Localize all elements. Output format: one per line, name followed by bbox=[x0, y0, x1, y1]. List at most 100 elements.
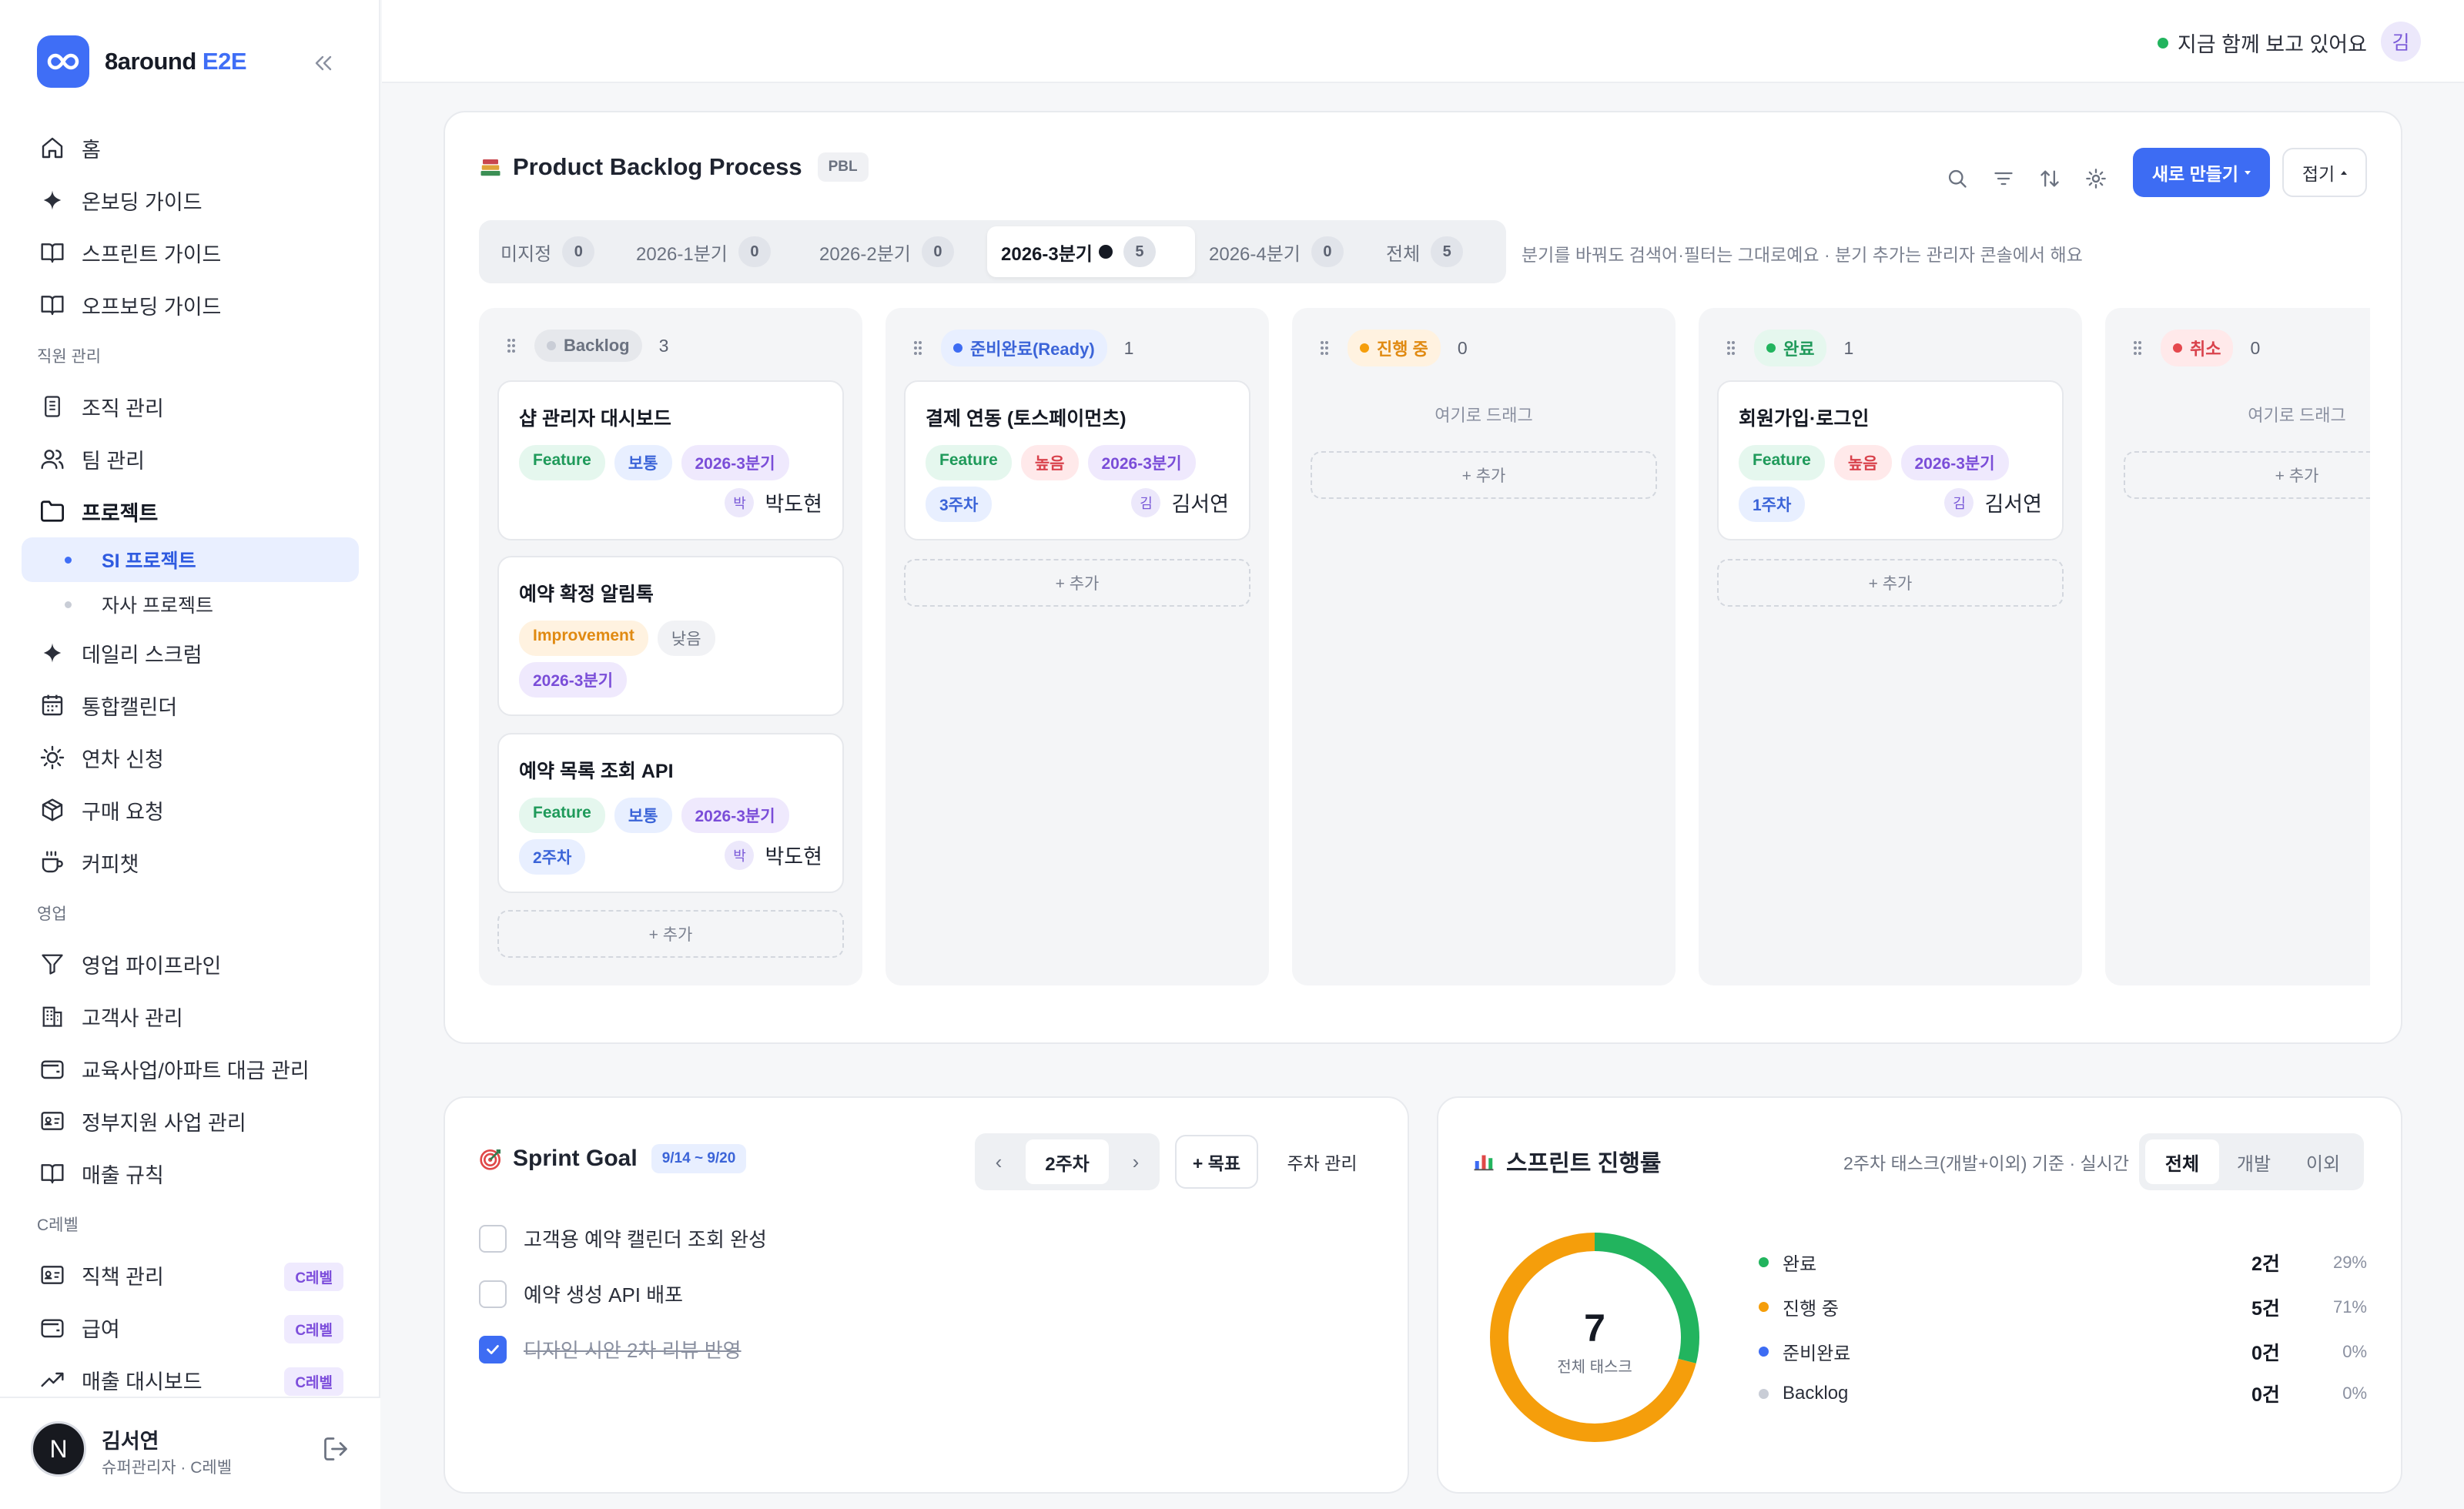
sidebar-item-positions[interactable]: 직책 관리 C레벨 bbox=[0, 1249, 380, 1301]
id-card-icon bbox=[37, 1106, 68, 1136]
sidebar-item-coffee-chat[interactable]: 커피챗 bbox=[0, 836, 380, 888]
sidebar-item-offboarding[interactable]: 오프보딩 가이드 bbox=[0, 279, 380, 331]
sidebar-subitem-si-project[interactable]: SI 프로젝트 bbox=[22, 537, 359, 582]
collapse-sidebar-icon[interactable] bbox=[308, 48, 339, 79]
sidebar-item-daily-scrum[interactable]: 데일리 스크럼 bbox=[0, 627, 380, 679]
status-name: 진행 중 bbox=[1377, 340, 1428, 359]
caret-down-icon bbox=[2245, 170, 2251, 175]
prev-week-button[interactable]: ‹ bbox=[995, 1149, 1003, 1173]
tab-quarter-2026-4[interactable]: 2026-4분기 0 bbox=[1195, 226, 1358, 277]
sidebar-subitem-label: 자사 프로젝트 bbox=[102, 595, 213, 617]
drag-handle-icon[interactable] bbox=[1726, 340, 1736, 356]
new-item-button[interactable]: 새로 만들기 bbox=[2133, 148, 2270, 197]
sidebar-item-salary[interactable]: 급여 C레벨 bbox=[0, 1301, 380, 1353]
package-icon bbox=[37, 795, 68, 825]
card-title: 회원가입·로그인 bbox=[1739, 408, 1870, 430]
drag-handle-icon[interactable] bbox=[2133, 340, 2142, 356]
sidebar-item-label: 급여 bbox=[82, 1317, 120, 1341]
sidebar-item-pipeline[interactable]: 영업 파이프라인 bbox=[0, 938, 380, 990]
column-header: 완료 1 bbox=[1726, 330, 1853, 366]
goal-item: 디자인 시안 2차 리뷰 반영 bbox=[479, 1335, 742, 1363]
sidebar-item-sprint-guide[interactable]: 스프린트 가이드 bbox=[0, 226, 380, 279]
user-name: 김서연 bbox=[102, 1430, 159, 1453]
priority-tag: 보통 bbox=[614, 798, 672, 833]
product-backlog-panel: Product Backlog Process PBL 새로 만들기 접기 미지… bbox=[444, 111, 2402, 1044]
panel-title: Product Backlog Process bbox=[513, 153, 802, 180]
legend-row-ready: 준비완료 0건 0% bbox=[1759, 1338, 2367, 1365]
drop-zone-hint: 여기로 드래그 bbox=[2248, 406, 2346, 425]
sidebar-item-project[interactable]: 프로젝트 bbox=[0, 485, 380, 537]
tab-quarter-unassigned[interactable]: 미지정 0 bbox=[487, 226, 608, 277]
status-pill: 진행 중 bbox=[1348, 330, 1441, 366]
progress-hint: 2주차 태스크(개발+이외) 기준 · 실시간 bbox=[1843, 1153, 2130, 1173]
sidebar-item-label: 직책 관리 bbox=[82, 1265, 164, 1289]
status-dot-icon bbox=[1360, 343, 1369, 353]
tab-quarter-2026-1[interactable]: 2026-1분기 0 bbox=[622, 226, 785, 277]
legend-percent: 0% bbox=[2342, 1384, 2367, 1403]
card-tags: 1주차 bbox=[1739, 487, 1814, 522]
tab-quarter-2026-3[interactable]: 2026-3분기 5 bbox=[987, 226, 1195, 277]
type-tag: Feature bbox=[519, 445, 605, 480]
sidebar-item-onboarding[interactable]: 온보딩 가이드 bbox=[0, 174, 380, 226]
status-name: 취소 bbox=[2190, 340, 2221, 359]
legend-percent: 71% bbox=[2332, 1297, 2367, 1317]
tab-dev[interactable]: 개발 bbox=[2236, 1153, 2272, 1175]
add-card-button[interactable]: + 추가 bbox=[904, 559, 1250, 607]
week-navigator: ‹ 2주차 › bbox=[975, 1133, 1160, 1190]
sidebar-item-purchase[interactable]: 구매 요청 bbox=[0, 784, 380, 836]
settings-icon[interactable] bbox=[2073, 156, 2119, 202]
sidebar-item-calendar[interactable]: 통합캘린더 bbox=[0, 679, 380, 731]
sidebar-item-label: 스프린트 가이드 bbox=[82, 243, 222, 266]
sidebar-item-clients[interactable]: 고객사 관리 bbox=[0, 990, 380, 1042]
drag-handle-icon[interactable] bbox=[913, 340, 922, 356]
column-ready: 준비완료(Ready) 1 결제 연동 (토스페이먼츠) Feature 높음 … bbox=[886, 308, 1269, 985]
sidebar-item-leave[interactable]: 연차 신청 bbox=[0, 731, 380, 784]
backlog-card[interactable]: 예약 목록 조회 API Feature 보통 2026-3분기 2주차 박 박도… bbox=[497, 733, 844, 893]
filter-lines-icon[interactable] bbox=[1980, 156, 2027, 202]
tab-quarter-2026-2[interactable]: 2026-2분기 0 bbox=[805, 226, 968, 277]
sort-icon[interactable] bbox=[2027, 156, 2073, 202]
add-card-button[interactable]: + 추가 bbox=[2124, 451, 2370, 499]
sidebar-item-gov-support[interactable]: 정부지원 사업 관리 bbox=[0, 1095, 380, 1147]
tab-other[interactable]: 이외 bbox=[2305, 1153, 2341, 1175]
add-goal-button[interactable]: + 목표 bbox=[1175, 1135, 1258, 1189]
collapse-panel-button[interactable]: 접기 bbox=[2282, 148, 2367, 197]
sidebar-item-sales-dashboard[interactable]: 매출 대시보드 C레벨 bbox=[0, 1353, 380, 1406]
new-item-label: 새로 만들기 bbox=[2151, 164, 2239, 184]
backlog-card[interactable]: 회원가입·로그인 Feature 높음 2026-3분기 1주차 김 김서연 bbox=[1717, 380, 2064, 540]
sidebar-item-edu-billing[interactable]: 교육사업/아파트 대금 관리 bbox=[0, 1042, 380, 1095]
current-week[interactable]: 2주차 bbox=[1026, 1139, 1109, 1184]
live-presence-text: 지금 함께 보고 있어요 bbox=[2177, 33, 2367, 56]
logout-icon[interactable] bbox=[322, 1435, 350, 1463]
backlog-card[interactable]: 결제 연동 (토스페이먼츠) Feature 높음 2026-3분기 3주차 김… bbox=[904, 380, 1250, 540]
goal-checkbox[interactable] bbox=[479, 1280, 507, 1308]
wallet-icon bbox=[37, 1053, 68, 1084]
goal-checkbox-checked[interactable] bbox=[479, 1335, 507, 1363]
backlog-card[interactable]: 샵 관리자 대시보드 Feature 보통 2026-3분기 박 박도현 bbox=[497, 380, 844, 540]
drag-handle-icon[interactable] bbox=[1320, 340, 1329, 356]
current-user-avatar[interactable]: 김 bbox=[2381, 22, 2421, 62]
drag-handle-icon[interactable] bbox=[507, 338, 516, 353]
backlog-card[interactable]: 예약 확정 알림톡 Improvement 낮음 2026-3분기 bbox=[497, 556, 844, 716]
tab-quarter-all[interactable]: 전체 5 bbox=[1372, 226, 1477, 277]
add-card-button[interactable]: + 추가 bbox=[497, 910, 844, 958]
tab-all[interactable]: 전체 bbox=[2145, 1139, 2219, 1184]
sidebar-item-team[interactable]: 팀 관리 bbox=[0, 433, 380, 485]
status-pill: 취소 bbox=[2161, 330, 2234, 366]
search-icon[interactable] bbox=[1934, 156, 1980, 202]
c-level-badge: C레벨 bbox=[284, 1367, 343, 1396]
add-card-button[interactable]: + 추가 bbox=[1311, 451, 1657, 499]
avatar[interactable]: N bbox=[31, 1421, 86, 1477]
goal-checkbox[interactable] bbox=[479, 1224, 507, 1253]
manage-weeks-button[interactable]: 주차 관리 bbox=[1287, 1153, 1358, 1173]
kanban-board: Backlog 3 샵 관리자 대시보드 Feature 보통 2026-3분기… bbox=[479, 308, 2370, 985]
sidebar-subitem-own-project[interactable]: 자사 프로젝트 bbox=[0, 582, 380, 627]
sidebar-item-sales-rules[interactable]: 매출 규칙 bbox=[0, 1147, 380, 1200]
add-card-button[interactable]: + 추가 bbox=[1717, 559, 2064, 607]
sidebar-item-label: 프로젝트 bbox=[82, 501, 159, 525]
brand[interactable]: 8around E2E bbox=[37, 35, 247, 88]
sidebar-item-home[interactable]: 홈 bbox=[0, 122, 380, 174]
next-week-button[interactable]: › bbox=[1132, 1149, 1140, 1173]
sidebar-item-org[interactable]: 조직 관리 bbox=[0, 380, 380, 433]
target-icon bbox=[479, 1146, 504, 1171]
